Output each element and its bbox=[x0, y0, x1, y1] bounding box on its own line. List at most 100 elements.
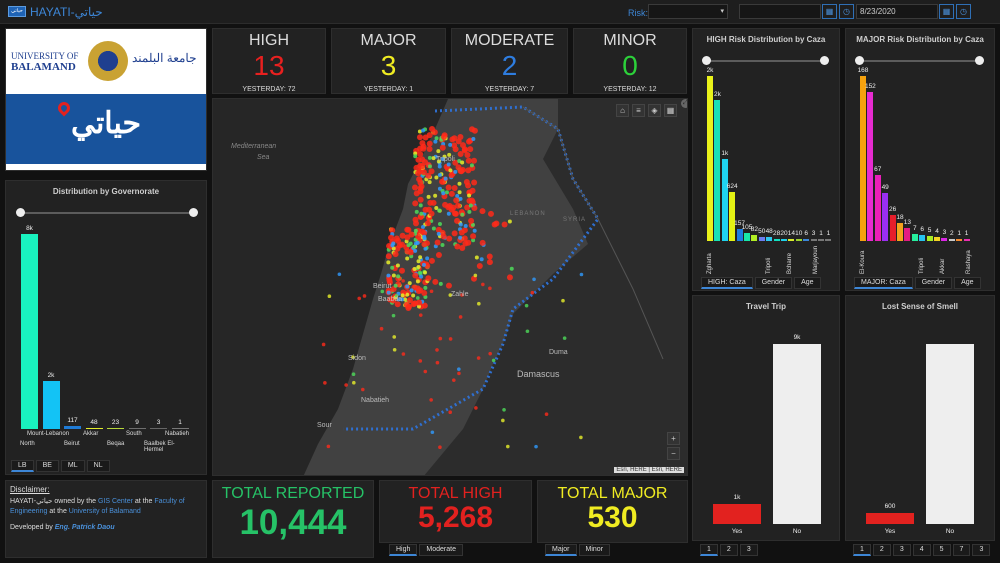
case-point[interactable] bbox=[530, 290, 535, 295]
case-point[interactable] bbox=[419, 163, 426, 170]
case-point[interactable] bbox=[462, 240, 469, 247]
case-point[interactable] bbox=[429, 398, 433, 402]
case-point[interactable] bbox=[446, 162, 451, 167]
case-point[interactable] bbox=[481, 282, 485, 287]
calendar-icon[interactable]: ▦ bbox=[939, 4, 954, 19]
case-point[interactable] bbox=[453, 197, 460, 204]
case-point[interactable] bbox=[459, 244, 466, 251]
case-point[interactable] bbox=[453, 169, 458, 174]
case-point[interactable] bbox=[403, 301, 410, 308]
case-point[interactable] bbox=[471, 136, 476, 141]
case-point[interactable] bbox=[388, 234, 395, 241]
page-4[interactable]: 4 bbox=[912, 544, 931, 556]
case-point[interactable] bbox=[464, 152, 471, 159]
case-point[interactable] bbox=[413, 154, 418, 159]
page-2[interactable]: 2 bbox=[872, 544, 891, 556]
start-date-input[interactable] bbox=[739, 4, 821, 19]
case-point[interactable] bbox=[448, 142, 453, 147]
slider-handle-start[interactable] bbox=[855, 56, 864, 65]
case-point[interactable] bbox=[437, 173, 442, 178]
case-point[interactable] bbox=[421, 224, 426, 229]
case-point[interactable] bbox=[413, 248, 418, 253]
case-point[interactable] bbox=[506, 274, 513, 281]
case-point[interactable] bbox=[452, 378, 456, 382]
case-point[interactable] bbox=[458, 222, 463, 227]
case-point[interactable] bbox=[463, 223, 468, 228]
case-point[interactable] bbox=[473, 273, 478, 278]
tab-gender[interactable]: Gender bbox=[914, 277, 953, 289]
case-point[interactable] bbox=[406, 243, 411, 248]
page-1[interactable]: 1 bbox=[700, 544, 718, 556]
case-point[interactable] bbox=[415, 279, 420, 284]
case-point[interactable] bbox=[389, 227, 396, 234]
case-point[interactable] bbox=[448, 168, 453, 173]
case-point[interactable] bbox=[524, 303, 529, 308]
case-point[interactable] bbox=[429, 289, 434, 294]
case-point[interactable] bbox=[438, 281, 443, 286]
case-point[interactable] bbox=[471, 205, 478, 212]
case-point[interactable] bbox=[562, 336, 567, 340]
case-point[interactable] bbox=[457, 371, 461, 376]
tab-nl[interactable]: NL bbox=[86, 460, 110, 472]
case-point[interactable] bbox=[418, 313, 423, 317]
case-point[interactable] bbox=[479, 257, 484, 262]
case-point[interactable] bbox=[436, 149, 441, 154]
case-point[interactable] bbox=[437, 222, 442, 227]
case-point[interactable] bbox=[437, 208, 442, 213]
case-point[interactable] bbox=[417, 185, 424, 192]
case-point[interactable] bbox=[326, 444, 331, 449]
case-point[interactable] bbox=[474, 406, 478, 410]
case-point[interactable] bbox=[440, 133, 447, 140]
case-point[interactable] bbox=[440, 157, 445, 162]
case-point[interactable] bbox=[392, 335, 397, 339]
case-point[interactable] bbox=[454, 217, 461, 224]
case-point[interactable] bbox=[457, 168, 464, 175]
case-point[interactable] bbox=[428, 257, 435, 264]
case-point[interactable] bbox=[458, 229, 465, 236]
risk-select[interactable]: ▾ bbox=[648, 4, 728, 19]
page-5[interactable]: 5 bbox=[932, 544, 951, 556]
case-point[interactable] bbox=[413, 220, 420, 227]
case-point[interactable] bbox=[474, 255, 479, 260]
slider-handle-end[interactable] bbox=[975, 56, 984, 65]
case-point[interactable] bbox=[438, 445, 442, 449]
case-point[interactable] bbox=[387, 296, 394, 303]
case-point[interactable] bbox=[400, 293, 405, 298]
case-point[interactable] bbox=[398, 267, 405, 274]
case-point[interactable] bbox=[391, 241, 396, 246]
case-point[interactable] bbox=[351, 372, 356, 376]
case-point[interactable] bbox=[426, 140, 433, 147]
case-point[interactable] bbox=[423, 369, 428, 374]
case-point[interactable] bbox=[457, 181, 462, 186]
case-point[interactable] bbox=[416, 176, 423, 183]
case-point[interactable] bbox=[423, 246, 428, 251]
case-point[interactable] bbox=[457, 190, 462, 195]
case-point[interactable] bbox=[421, 128, 426, 133]
tab-high-caza[interactable]: HIGH: Caza bbox=[701, 277, 753, 289]
clock-icon[interactable]: ◷ bbox=[956, 4, 971, 19]
case-point[interactable] bbox=[394, 293, 399, 298]
case-point[interactable] bbox=[323, 381, 327, 385]
case-point[interactable] bbox=[429, 126, 436, 133]
case-point[interactable] bbox=[437, 186, 442, 191]
case-point[interactable] bbox=[465, 167, 472, 174]
case-point[interactable] bbox=[407, 281, 412, 286]
case-point[interactable] bbox=[465, 157, 472, 164]
case-point[interactable] bbox=[472, 228, 477, 233]
case-point[interactable] bbox=[479, 239, 486, 246]
case-point[interactable] bbox=[458, 315, 463, 319]
slider-handle-start[interactable] bbox=[702, 56, 711, 65]
case-point[interactable] bbox=[423, 285, 428, 290]
case-point[interactable] bbox=[434, 175, 439, 180]
case-point[interactable] bbox=[459, 142, 466, 149]
case-point[interactable] bbox=[435, 226, 442, 233]
case-point[interactable] bbox=[405, 284, 410, 289]
case-point[interactable] bbox=[412, 184, 419, 191]
tab-lb[interactable]: LB bbox=[11, 460, 34, 472]
case-point[interactable] bbox=[457, 367, 461, 371]
case-point[interactable] bbox=[416, 304, 421, 309]
case-point[interactable] bbox=[386, 290, 391, 295]
case-point[interactable] bbox=[417, 129, 422, 134]
case-point[interactable] bbox=[491, 358, 496, 363]
case-point[interactable] bbox=[399, 232, 406, 239]
